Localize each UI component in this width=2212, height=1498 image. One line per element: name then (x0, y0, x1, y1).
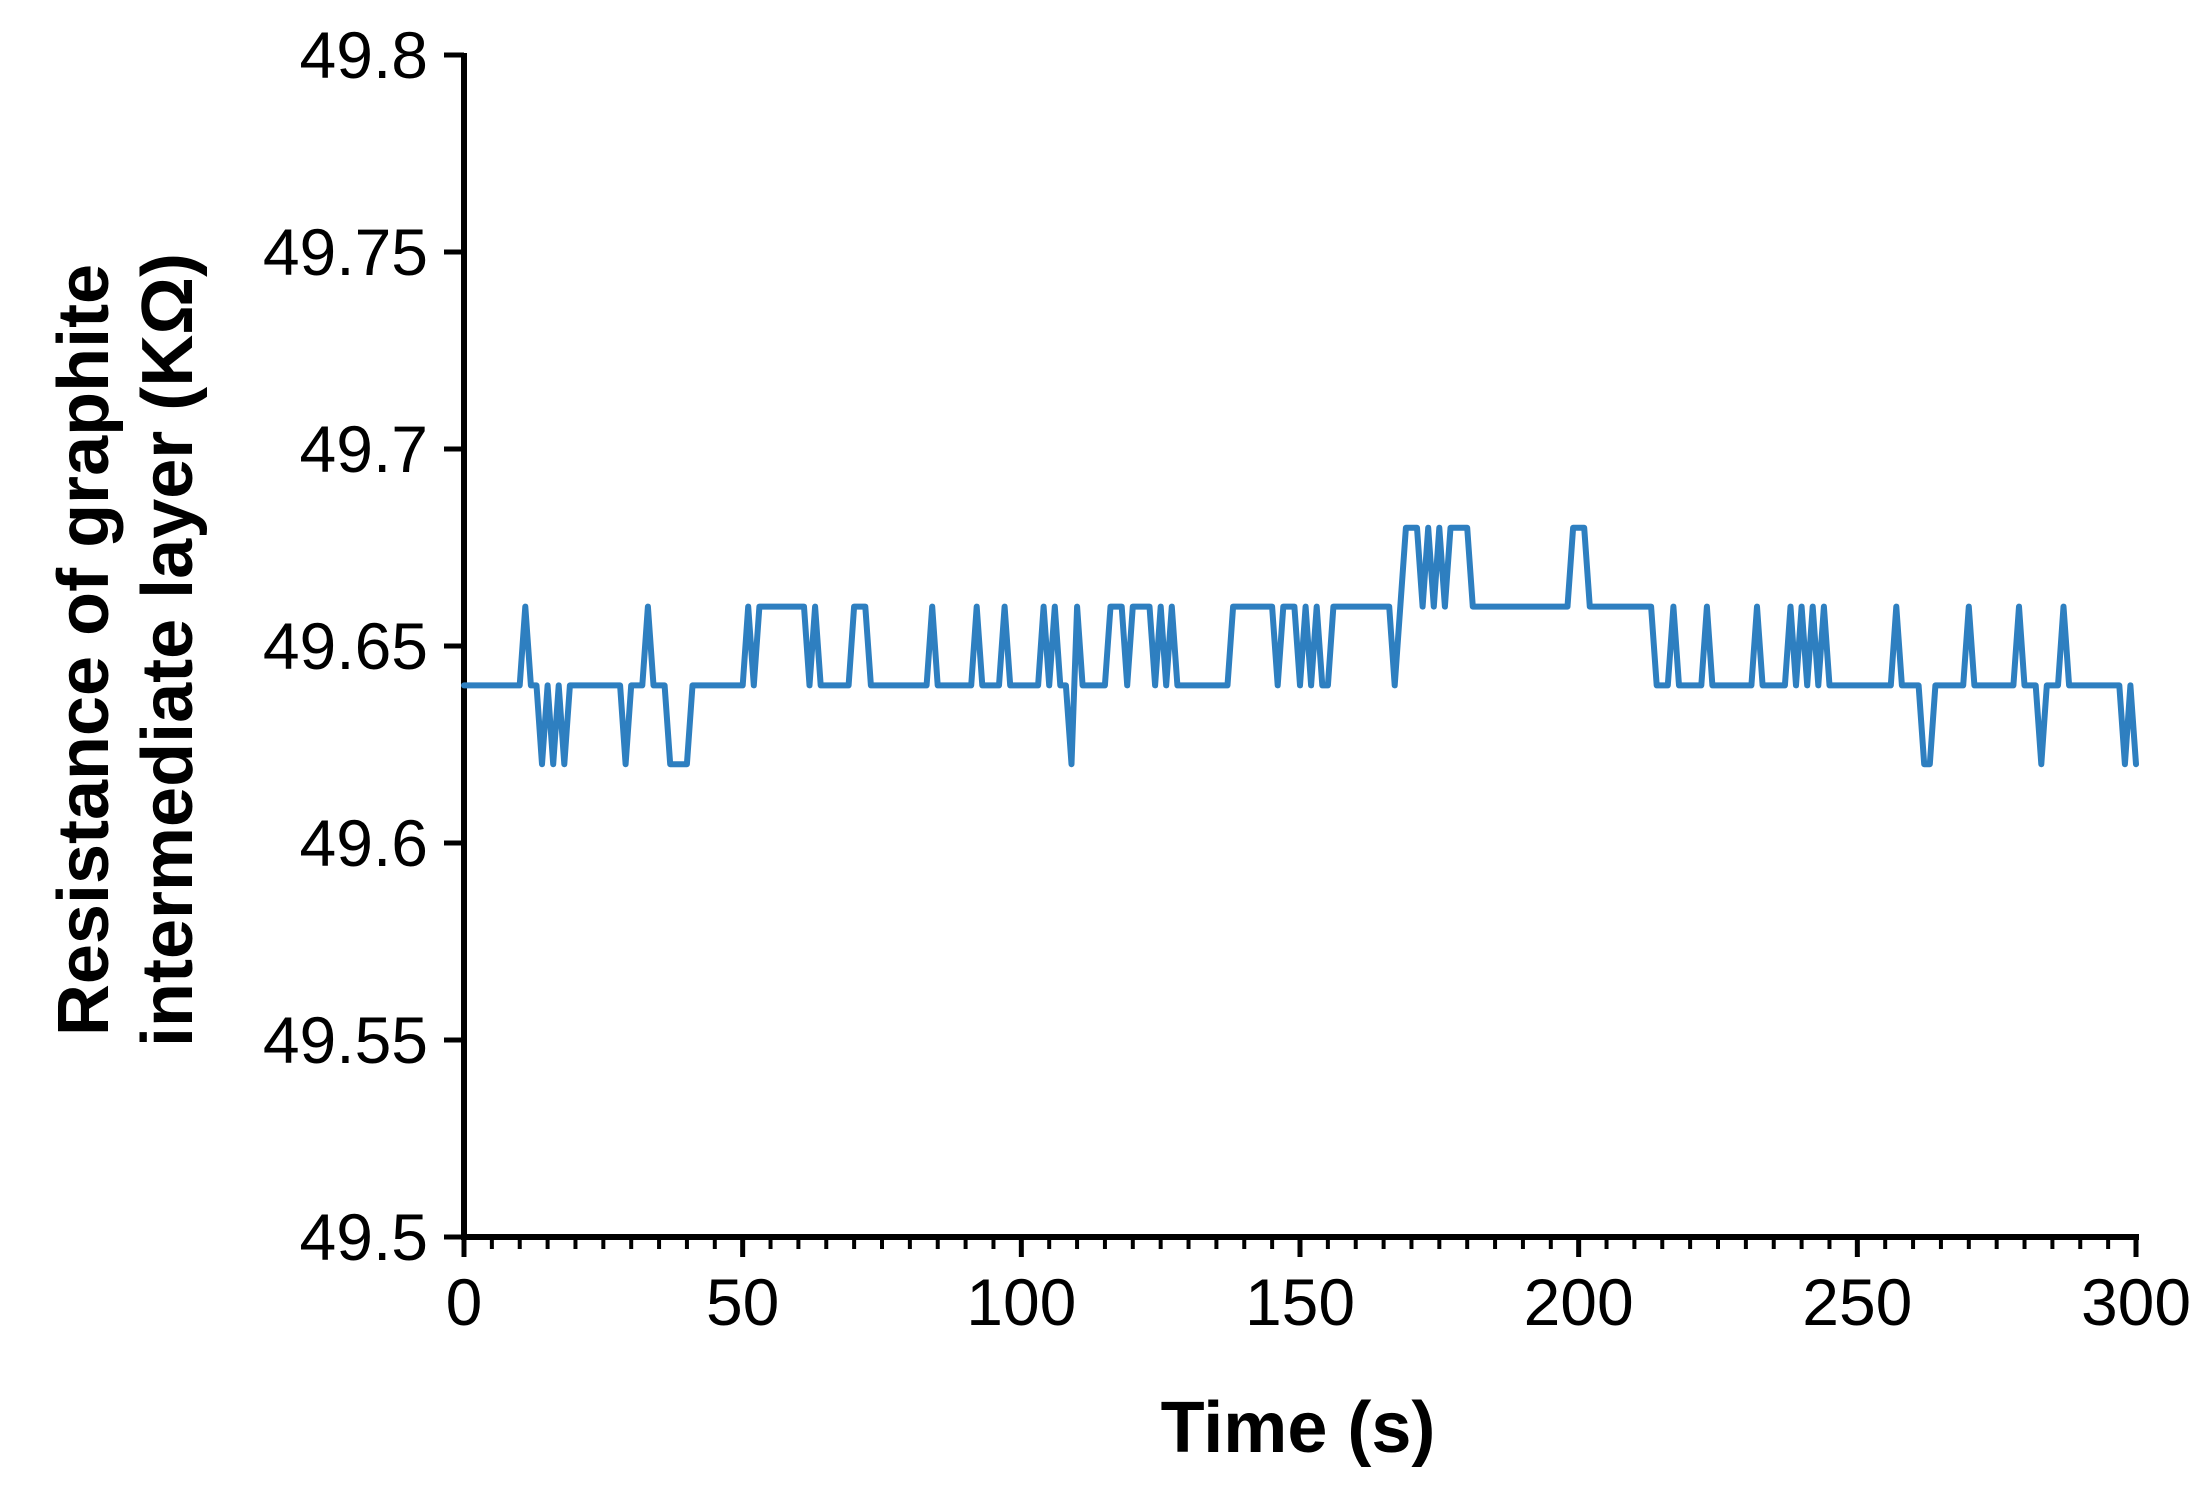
y-axis-title-line-1: Resistance of graphite (44, 264, 124, 1036)
x-tick-label: 200 (1524, 1265, 1634, 1339)
y-tick-label: 49.6 (300, 806, 428, 880)
y-tick-label: 49.5 (300, 1200, 428, 1274)
y-tick-label: 49.75 (263, 215, 428, 289)
y-axis-title-line-2: intermediate layer (KΩ) (128, 253, 208, 1047)
y-tick-label: 49.55 (263, 1003, 428, 1077)
y-tick-label: 49.7 (300, 412, 428, 486)
y-tick-label: 49.8 (300, 18, 428, 92)
y-axis-title-group: Resistance of graphite intermediate laye… (44, 253, 208, 1047)
x-tick-label: 50 (706, 1265, 779, 1339)
x-tick-label: 250 (1802, 1265, 1912, 1339)
x-axis-title: Time (s) (1161, 1388, 1436, 1468)
x-tick-label: 300 (2081, 1265, 2191, 1339)
x-tick-label: 0 (446, 1265, 483, 1339)
series-line-1 (461, 524, 2139, 768)
x-tick-label: 150 (1245, 1265, 1355, 1339)
x-tick-label: 100 (966, 1265, 1076, 1339)
plot-area: 49.5 49.55 49.6 49.65 49.7 49.75 49.8 0 50 100 150… (263, 18, 2191, 1339)
y-tick-label: 49.65 (263, 609, 428, 683)
